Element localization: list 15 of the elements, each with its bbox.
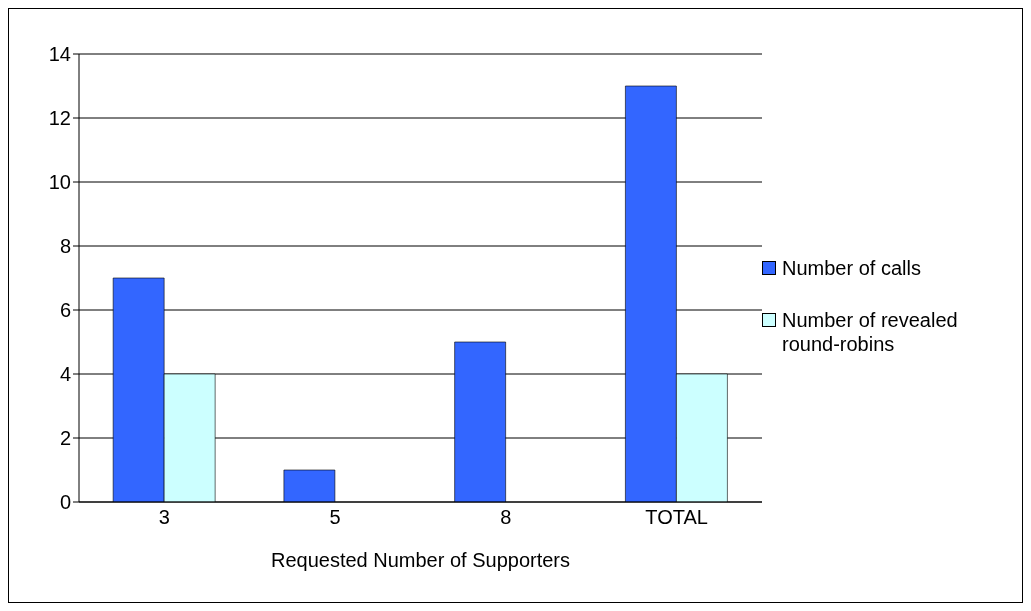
- legend-label: Number of revealed round-robins: [782, 307, 959, 356]
- x-tick-label: 8: [500, 506, 512, 529]
- x-tick-label: 5: [329, 506, 341, 529]
- y-tick-label: 6: [59, 299, 71, 322]
- y-tick-label: 14: [48, 43, 71, 66]
- y-tick-label: 10: [48, 171, 71, 194]
- y-tick-label: 8: [59, 235, 71, 258]
- x-tick-label: TOTAL: [645, 506, 708, 529]
- y-tick-label: 12: [48, 107, 71, 130]
- y-tick-label: 0: [59, 491, 71, 514]
- y-tick-label: 4: [59, 363, 71, 386]
- legend-label: Number of calls: [782, 255, 921, 280]
- x-tick-label: 3: [158, 506, 170, 529]
- x-axis-title: Requested Number of Supporters: [270, 549, 571, 571]
- y-tick-label: 2: [59, 427, 71, 450]
